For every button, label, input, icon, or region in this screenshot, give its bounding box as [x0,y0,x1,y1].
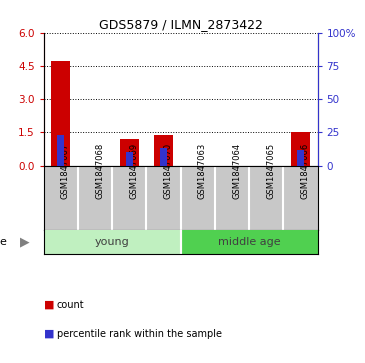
Bar [120,139,139,166]
Text: GSM1847065: GSM1847065 [266,143,275,199]
Text: ■: ■ [44,329,54,339]
Bar [58,135,64,166]
Text: middle age: middle age [218,237,280,247]
Bar [126,152,133,166]
Text: percentile rank within the sample: percentile rank within the sample [57,329,222,339]
Text: young: young [95,237,130,247]
Title: GDS5879 / ILMN_2873422: GDS5879 / ILMN_2873422 [99,19,262,32]
Text: count: count [57,300,84,310]
Text: GSM1847067: GSM1847067 [61,143,70,199]
Bar [297,150,304,166]
Text: GSM1847063: GSM1847063 [198,143,207,199]
Text: GSM1847066: GSM1847066 [300,143,310,199]
Text: GSM1847064: GSM1847064 [232,143,241,199]
Bar [154,135,173,166]
Bar [51,61,70,166]
Text: GSM1847069: GSM1847069 [129,143,138,199]
Text: GSM1847068: GSM1847068 [95,143,104,199]
Text: ■: ■ [44,300,54,310]
Text: ▶: ▶ [20,236,29,249]
Text: GSM1847070: GSM1847070 [164,143,173,199]
Text: age: age [0,237,7,247]
Bar [160,148,167,166]
Bar [291,132,310,166]
